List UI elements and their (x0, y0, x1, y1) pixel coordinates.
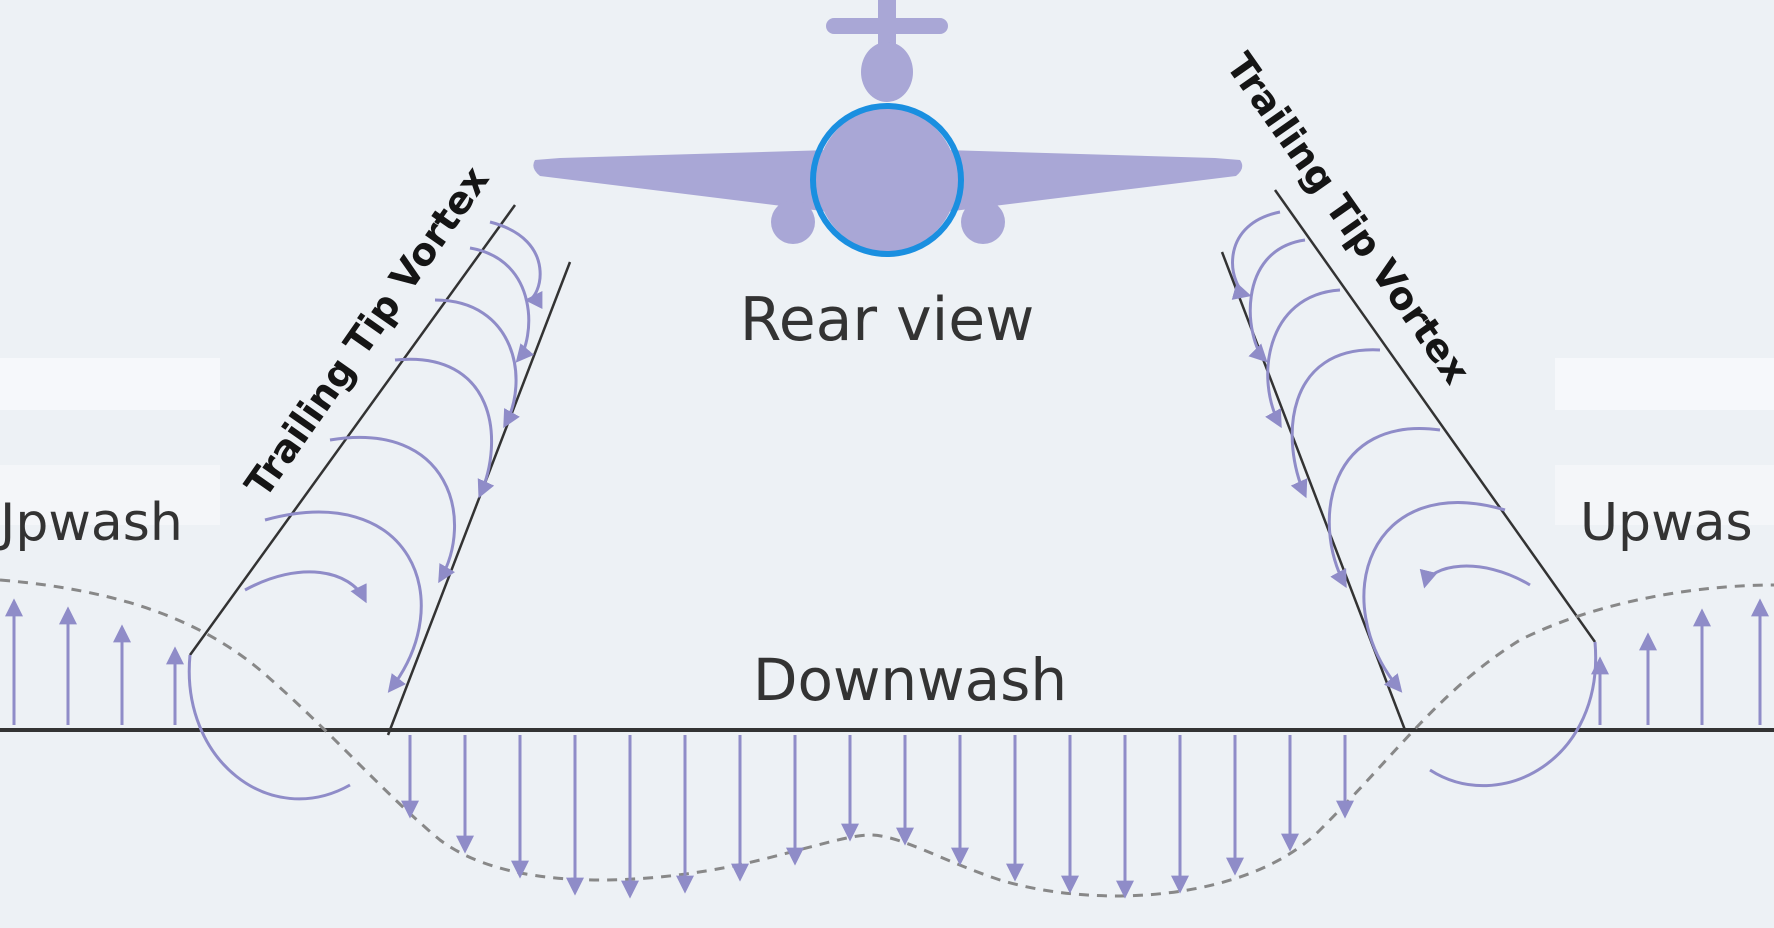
downwash-arrows (401, 735, 1354, 899)
right-pale-bar-lower (1555, 465, 1774, 525)
right-trailing-vortex (1220, 189, 1598, 788)
flow-dashed-curve (0, 578, 1774, 898)
left-pale-bar (0, 358, 220, 410)
right-upwash-arrows (1591, 598, 1769, 725)
left-upwash-arrows (5, 598, 184, 725)
aircraft-rear-view (533, 0, 1243, 257)
rear-view-label: Rear view (740, 285, 1035, 355)
left-pale-bar-lower (0, 465, 220, 525)
left-trailing-vortex (187, 204, 572, 801)
right-pale-bar (1555, 358, 1774, 410)
downwash-label: Downwash (753, 646, 1067, 714)
right-upwash-label: Upwas (1580, 493, 1753, 553)
left-upwash-label: Jpwash (0, 493, 183, 553)
fuselage-highlight-ring (810, 103, 964, 257)
